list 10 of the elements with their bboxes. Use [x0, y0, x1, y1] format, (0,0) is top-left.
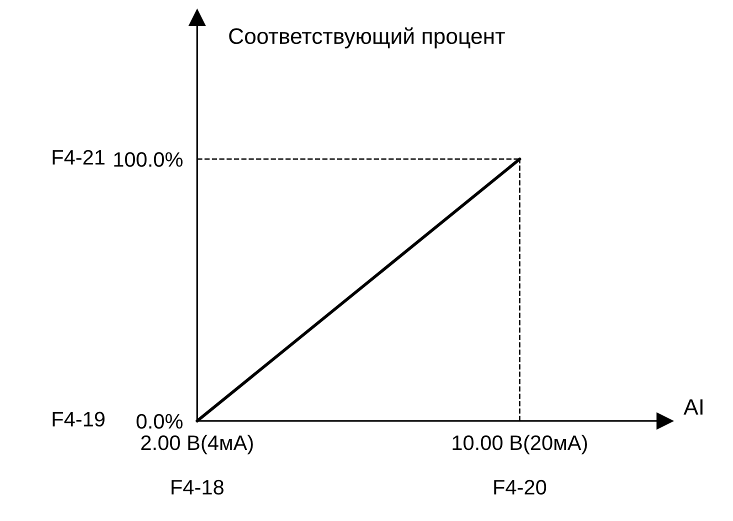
x-tick-label: 10.00 В(20мА) — [452, 434, 587, 454]
text: F4-19 — [52, 412, 105, 427]
y-axis-title: Соответствующий процент — [229, 27, 505, 48]
x-axis-title: AI — [684, 399, 702, 415]
x-tick-label: 2.00 В(4мА) — [141, 434, 253, 454]
text: F4-18 — [172, 480, 224, 495]
y-tick-label: 0.0% — [136, 414, 183, 429]
text: F4-21 — [52, 150, 104, 164]
y-tick-label: 100.0% — [114, 152, 183, 167]
text: F4-20 — [494, 480, 546, 495]
